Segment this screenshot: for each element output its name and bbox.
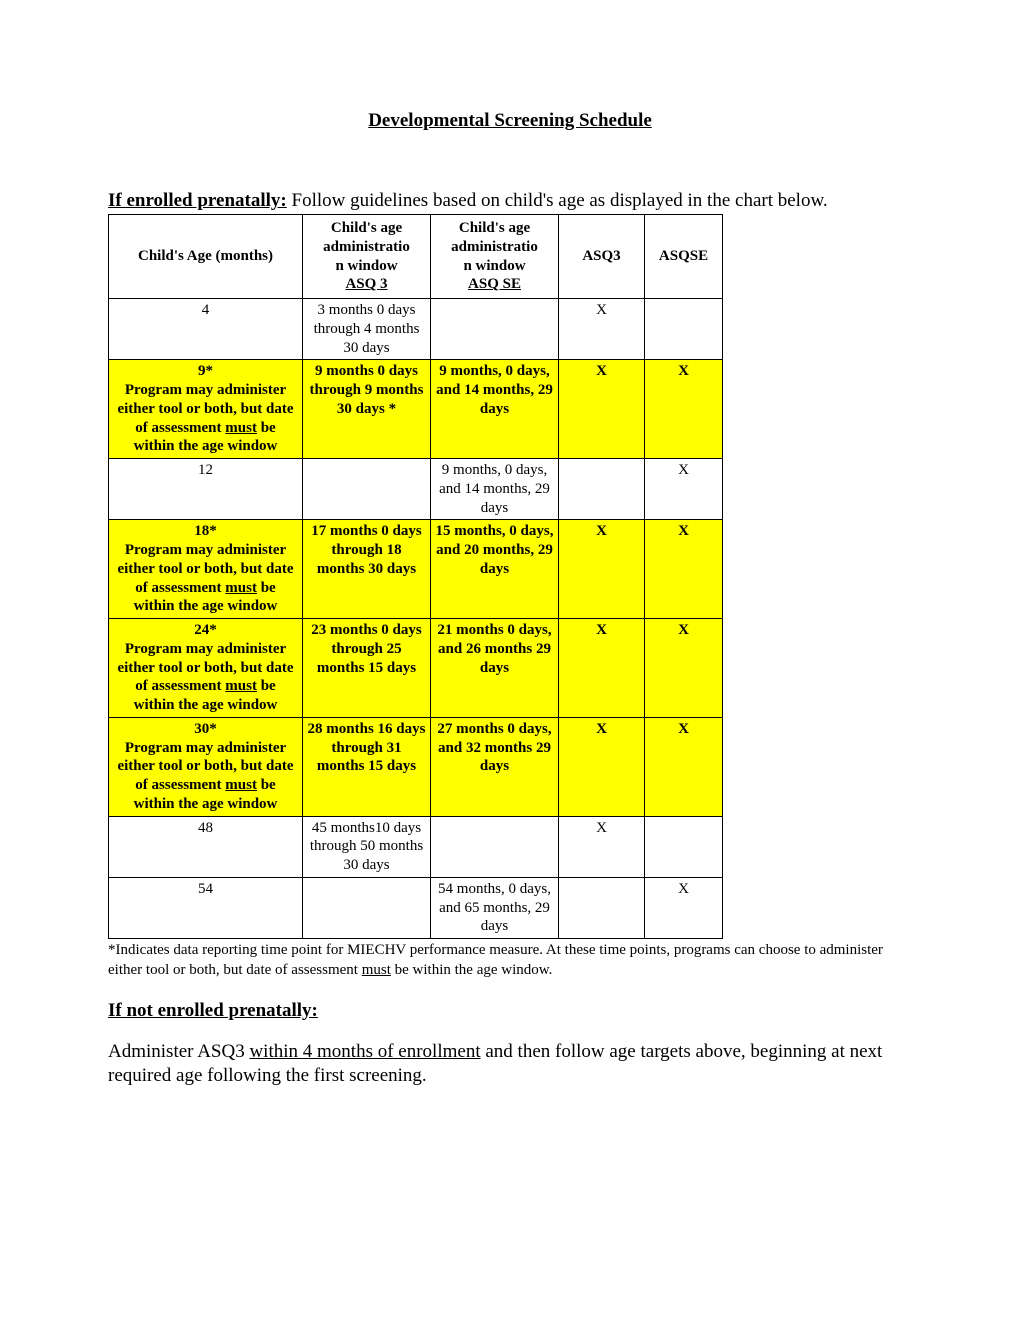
cell-asqse-mark [645,299,723,360]
cell-age: 30*Program may administer either tool or… [109,717,303,816]
screening-schedule-table: Child's Age (months) Child's age adminis… [108,214,723,939]
table-row: 24*Program may administer either tool or… [109,619,723,718]
age-note-underline: must [225,777,257,793]
section2-pre: Administer ASQ3 [108,1041,249,1062]
table-row: 48 45 months10 days through 50 months 30 … [109,816,723,877]
col-header-age: Child's Age (months) [109,215,303,299]
cell-asqse-window: 9 months, 0 days, and 14 months, 29 days [431,360,559,459]
age-note: Program may administer either tool or bo… [113,381,298,456]
cell-asq3-mark: X [559,520,645,619]
table-body: 4 3 months 0 days through 4 months 30 day… [109,299,723,939]
cell-asqse-window: 54 months, 0 days, and 65 months, 29 day… [431,877,559,938]
age-value: 54 [113,880,298,899]
section-not-prenatal-heading: If not enrolled prenatally: [108,1000,912,1022]
cell-asq3-mark: X [559,360,645,459]
col-header-asq3-window: Child's age administration windowASQ 3 [303,215,431,299]
table-footnote: *Indicates data reporting time point for… [108,941,912,980]
cell-asqse-window: 9 months, 0 days, and 14 months, 29 days [431,459,559,520]
cell-age: 4 [109,299,303,360]
table-row: 4 3 months 0 days through 4 months 30 day… [109,299,723,360]
age-note-underline: must [225,580,257,596]
cell-asqse-mark: X [645,360,723,459]
cell-asq3-mark: X [559,816,645,877]
age-note: Program may administer either tool or bo… [113,739,298,814]
cell-asq3-mark: X [559,717,645,816]
cell-asq3-mark [559,877,645,938]
intro-paragraph: If enrolled prenatally: Follow guideline… [108,190,912,212]
cell-age: 24*Program may administer either tool or… [109,619,303,718]
col-header-asqse: ASQSE [645,215,723,299]
cell-asq3-mark: X [559,299,645,360]
intro-rest: Follow guidelines based on child's age a… [287,190,828,211]
age-value: 18* [113,522,298,541]
cell-asqse-mark: X [645,717,723,816]
section-not-prenatal-body: Administer ASQ3 within 4 months of enrol… [108,1040,912,1088]
footnote-post: be within the age window. [391,962,553,978]
table-header-row: Child's Age (months) Child's age adminis… [109,215,723,299]
footnote-underline: must [362,962,391,978]
cell-asq3-window: 45 months10 days through 50 months 30 da… [303,816,431,877]
col-header-asqse-window: Child's age administration windowASQ SE [431,215,559,299]
table-row: 30*Program may administer either tool or… [109,717,723,816]
table-row: 54 54 months, 0 days, and 65 months, 29 d… [109,877,723,938]
cell-age: 54 [109,877,303,938]
cell-asq3-window [303,877,431,938]
age-value: 9* [113,362,298,381]
page-title: Developmental Screening Schedule [108,110,912,132]
cell-asqse-window [431,816,559,877]
cell-asqse-window: 27 months 0 days, and 32 months 29 days [431,717,559,816]
table-row: 18*Program may administer either tool or… [109,520,723,619]
cell-asq3-mark: X [559,619,645,718]
section2-underline: within 4 months of enrollment [249,1041,480,1062]
document-page: Developmental Screening Schedule If enro… [0,0,1020,1320]
cell-age: 9*Program may administer either tool or … [109,360,303,459]
cell-asq3-window: 3 months 0 days through 4 months 30 days [303,299,431,360]
cell-asq3-window: 28 months 16 days through 31 months 15 d… [303,717,431,816]
cell-age: 12 [109,459,303,520]
cell-asqse-mark: X [645,877,723,938]
cell-asqse-window [431,299,559,360]
cell-asq3-window [303,459,431,520]
age-value: 30* [113,720,298,739]
cell-asqse-window: 21 months 0 days, and 26 months 29 days [431,619,559,718]
age-note-underline: must [225,420,257,436]
table-row: 9*Program may administer either tool or … [109,360,723,459]
age-note: Program may administer either tool or bo… [113,541,298,616]
age-note-underline: must [225,678,257,694]
cell-asq3-mark [559,459,645,520]
age-value: 12 [113,461,298,480]
intro-lead: If enrolled prenatally: [108,190,287,211]
cell-asqse-mark: X [645,459,723,520]
table-row: 12 9 months, 0 days, and 14 months, 29 da… [109,459,723,520]
col-header-asqse-window-text: Child's age administration windowASQ SE [451,220,538,292]
age-value: 24* [113,621,298,640]
cell-asq3-window: 9 months 0 days through 9 months 30 days… [303,360,431,459]
cell-age: 48 [109,816,303,877]
cell-asqse-mark: X [645,619,723,718]
age-value: 48 [113,819,298,838]
col-header-asq3: ASQ3 [559,215,645,299]
col-header-asq3-window-text: Child's age administration windowASQ 3 [323,220,410,292]
cell-asqse-mark [645,816,723,877]
cell-asqse-window: 15 months, 0 days, and 20 months, 29 day… [431,520,559,619]
age-value: 4 [113,301,298,320]
cell-asq3-window: 17 months 0 days through 18 months 30 da… [303,520,431,619]
age-note: Program may administer either tool or bo… [113,640,298,715]
cell-age: 18*Program may administer either tool or… [109,520,303,619]
cell-asqse-mark: X [645,520,723,619]
cell-asq3-window: 23 months 0 days through 25 months 15 da… [303,619,431,718]
